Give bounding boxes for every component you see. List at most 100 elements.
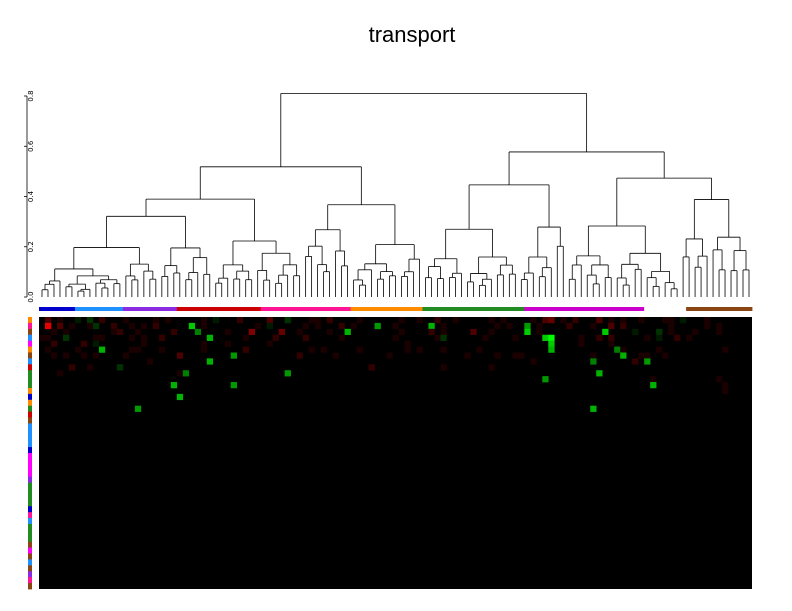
heatmap-cell xyxy=(656,334,663,341)
heatmap-cell xyxy=(80,340,88,347)
heatmap-cell xyxy=(134,346,142,353)
heatmap-cell xyxy=(542,376,549,383)
heatmap-cell xyxy=(92,334,100,341)
column-dendrogram xyxy=(41,93,750,297)
heatmap-cell xyxy=(236,317,244,324)
row-group-swatch xyxy=(28,364,32,371)
row-group-swatch xyxy=(28,464,32,472)
heatmap-cell xyxy=(482,334,489,341)
heatmap-cell xyxy=(242,334,250,341)
heatmap-cell xyxy=(722,346,729,353)
heatmap-cell xyxy=(326,328,333,336)
column-group-swatch xyxy=(260,307,351,311)
row-group-swatch xyxy=(28,476,32,483)
row-group-swatch xyxy=(28,488,32,495)
heatmap-cell xyxy=(86,317,94,324)
heatmap-cell xyxy=(668,317,675,324)
row-group-swatch xyxy=(28,458,32,466)
heatmap-cell xyxy=(128,346,136,353)
heatmap-cell xyxy=(590,358,597,365)
heatmap-cell xyxy=(686,334,693,341)
heatmap-cell xyxy=(620,346,627,353)
heatmap-cell xyxy=(374,322,381,330)
heatmap-cell xyxy=(452,317,459,324)
row-group-swatch xyxy=(28,340,32,347)
heatmap-cell xyxy=(140,340,148,347)
heatmap-cell xyxy=(98,346,106,353)
heatmap-cell xyxy=(428,328,435,336)
heatmap-cell xyxy=(644,334,651,341)
heatmap-cell xyxy=(494,322,501,330)
row-group-swatch xyxy=(28,382,32,389)
heatmap-cell xyxy=(494,352,501,359)
heatmap-cell xyxy=(182,370,190,377)
heatmap-cell xyxy=(62,352,70,359)
row-group-swatch xyxy=(28,571,32,578)
heatmap-cell xyxy=(212,317,220,324)
heatmap-cell xyxy=(440,334,447,341)
heatmap-cell xyxy=(716,322,723,330)
heatmap-cell xyxy=(332,352,339,359)
heatmap-cell xyxy=(536,322,543,330)
column-group-swatch xyxy=(644,307,687,311)
heatmap-cell xyxy=(548,334,555,341)
heatmap-cell xyxy=(548,346,555,353)
heatmap-cell xyxy=(530,358,537,365)
heatmap-cell xyxy=(662,317,669,324)
heatmap-cell xyxy=(404,346,411,353)
heatmap-cell xyxy=(692,328,699,336)
heatmap-cell xyxy=(200,340,208,347)
heatmap-cell xyxy=(146,358,154,365)
heatmap-cell xyxy=(704,322,711,330)
heatmap-cell xyxy=(200,317,208,324)
heatmap-cell xyxy=(230,382,238,389)
heatmap-cell xyxy=(398,317,405,324)
heatmap-cell xyxy=(62,334,70,341)
heatmap-cell xyxy=(86,364,94,371)
heatmap-cell xyxy=(92,340,100,347)
y-tick-label: 0.2 xyxy=(27,241,35,252)
heatmap-cell xyxy=(596,317,603,324)
heatmap-cell xyxy=(722,382,729,389)
heatmap-cell xyxy=(242,346,250,353)
heatmap-cell xyxy=(116,328,124,336)
row-group-swatch xyxy=(28,494,32,501)
heatmap-cell xyxy=(596,334,603,341)
heatmap-cell xyxy=(272,334,279,341)
row-group-swatch xyxy=(28,346,32,353)
column-group-swatch xyxy=(422,307,525,311)
heatmap-cell xyxy=(140,322,148,330)
heatmap-cell xyxy=(518,352,525,359)
heatmap-cell xyxy=(416,346,423,353)
y-tick-label: 0.0 xyxy=(27,291,35,302)
heatmap-cell xyxy=(110,322,118,330)
heatmap-cell xyxy=(74,317,82,324)
heatmap-cell xyxy=(488,364,495,371)
heatmap-cell xyxy=(416,317,423,324)
heatmap-cell xyxy=(542,317,549,324)
heatmap-cell xyxy=(344,328,351,336)
heatmap-cell xyxy=(524,322,531,330)
heatmap-cell xyxy=(152,317,160,324)
heatmap-cell xyxy=(566,322,573,330)
heatmap-cell xyxy=(302,322,309,330)
heatmap-cell xyxy=(254,322,261,330)
heatmap-cell xyxy=(44,317,52,324)
heatmap-cell xyxy=(434,334,441,341)
heatmap-cell xyxy=(368,364,375,371)
heatmap-cell xyxy=(590,405,597,412)
heatmap-cell xyxy=(230,352,238,359)
heatmap-cell xyxy=(632,328,639,336)
heatmap-cell xyxy=(308,317,315,324)
heatmap-cell xyxy=(44,322,52,330)
heatmap-cell xyxy=(548,340,555,347)
heatmap-cell xyxy=(590,352,597,359)
heatmap-cell xyxy=(500,317,507,324)
heatmap-cell xyxy=(638,317,645,324)
heatmap-cell xyxy=(50,340,58,347)
heatmap-cell xyxy=(578,334,585,341)
heatmap-cell xyxy=(74,346,82,353)
heatmap-cell xyxy=(356,346,363,353)
heatmap-cell xyxy=(716,376,723,383)
heatmap-cell xyxy=(284,317,291,324)
